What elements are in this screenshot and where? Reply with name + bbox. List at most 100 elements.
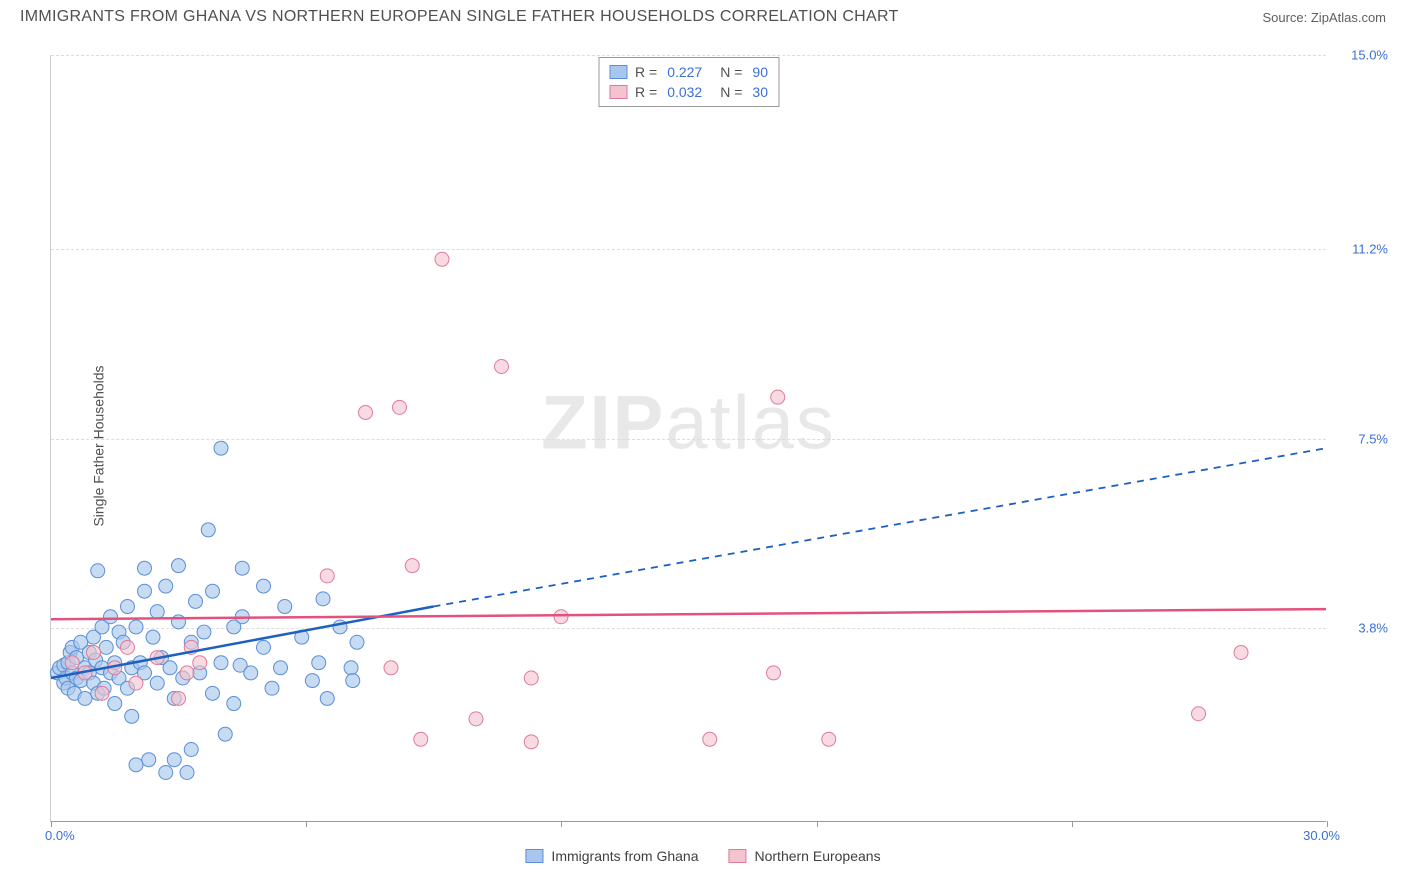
data-point: [495, 360, 509, 374]
legend-n-label: N =: [720, 64, 742, 80]
data-point: [278, 600, 292, 614]
y-tick-label: 11.2%: [1333, 242, 1388, 257]
data-point: [189, 594, 203, 608]
legend-swatch: [728, 849, 746, 863]
y-tick-label: 7.5%: [1333, 431, 1388, 446]
x-tick: [51, 821, 52, 827]
data-point: [159, 579, 173, 593]
data-point: [524, 671, 538, 685]
data-point: [350, 635, 364, 649]
data-point: [87, 645, 101, 659]
x-tick: [1327, 821, 1328, 827]
data-point: [265, 681, 279, 695]
x-tick: [817, 821, 818, 827]
data-point: [524, 735, 538, 749]
legend-series-name: Immigrants from Ghana: [551, 848, 698, 864]
data-point: [235, 561, 249, 575]
plot-region: ZIPatlas 3.8%7.5%11.2%15.0% R =0.227N =9…: [50, 55, 1326, 822]
data-point: [393, 400, 407, 414]
data-point: [163, 661, 177, 675]
data-point: [184, 743, 198, 757]
data-point: [104, 610, 118, 624]
legend-series-name: Northern Europeans: [754, 848, 880, 864]
legend-row: R = 0.227 N = 90: [609, 62, 768, 82]
legend-n-value: 30: [752, 84, 768, 100]
legend-swatch: [525, 849, 543, 863]
data-point: [206, 584, 220, 598]
data-point: [138, 561, 152, 575]
data-point: [435, 252, 449, 266]
chart-title: IMMIGRANTS FROM GHANA VS NORTHERN EUROPE…: [20, 8, 899, 26]
data-point: [822, 732, 836, 746]
legend-item: Immigrants from Ghana: [525, 848, 698, 864]
data-point: [274, 661, 288, 675]
legend-r-value: 0.227: [667, 64, 702, 80]
data-point: [193, 656, 207, 670]
data-point: [554, 610, 568, 624]
data-point: [312, 656, 326, 670]
x-max-label: 30.0%: [1303, 828, 1340, 843]
data-point: [91, 564, 105, 578]
data-point: [78, 691, 92, 705]
legend-r-label: R =: [635, 84, 657, 100]
data-point: [65, 656, 79, 670]
data-point: [197, 625, 211, 639]
data-point: [257, 579, 271, 593]
data-point: [703, 732, 717, 746]
data-point: [257, 640, 271, 654]
series-legend: Immigrants from Ghana Northern Europeans: [525, 848, 880, 864]
x-tick: [561, 821, 562, 827]
data-point: [214, 441, 228, 455]
data-point: [359, 405, 373, 419]
data-point: [121, 640, 135, 654]
y-tick-label: 3.8%: [1333, 620, 1388, 635]
data-point: [218, 727, 232, 741]
data-point: [320, 691, 334, 705]
data-point: [180, 765, 194, 779]
legend-item: Northern Europeans: [728, 848, 880, 864]
data-point: [180, 666, 194, 680]
legend-n-label: N =: [720, 84, 742, 100]
data-point: [771, 390, 785, 404]
y-tick-label: 15.0%: [1333, 48, 1388, 63]
legend-r-label: R =: [635, 64, 657, 80]
data-point: [405, 559, 419, 573]
source-label: Source: ZipAtlas.com: [1262, 10, 1386, 25]
data-point: [142, 753, 156, 767]
data-point: [469, 712, 483, 726]
data-point: [206, 686, 220, 700]
data-point: [346, 674, 360, 688]
data-point: [1192, 707, 1206, 721]
data-point: [344, 661, 358, 675]
data-point: [767, 666, 781, 680]
legend-row: R = 0.032 N = 30: [609, 82, 768, 102]
data-point: [172, 691, 186, 705]
legend-n-value: 90: [752, 64, 768, 80]
data-point: [150, 676, 164, 690]
data-point: [227, 697, 241, 711]
data-point: [172, 559, 186, 573]
data-point: [167, 753, 181, 767]
data-point: [129, 758, 143, 772]
data-point: [125, 709, 139, 723]
data-point: [138, 584, 152, 598]
data-point: [414, 732, 428, 746]
x-tick: [1072, 821, 1073, 827]
data-point: [320, 569, 334, 583]
data-point: [384, 661, 398, 675]
data-point: [129, 676, 143, 690]
x-min-label: 0.0%: [45, 828, 75, 843]
data-point: [172, 615, 186, 629]
legend-swatch: [609, 65, 627, 79]
data-point: [159, 765, 173, 779]
data-point: [95, 686, 109, 700]
data-point: [121, 600, 135, 614]
data-point: [150, 605, 164, 619]
data-point: [316, 592, 330, 606]
data-point: [129, 620, 143, 634]
legend-swatch: [609, 85, 627, 99]
data-point: [214, 656, 228, 670]
legend-r-value: 0.032: [667, 84, 702, 100]
data-point: [244, 666, 258, 680]
data-point: [108, 697, 122, 711]
